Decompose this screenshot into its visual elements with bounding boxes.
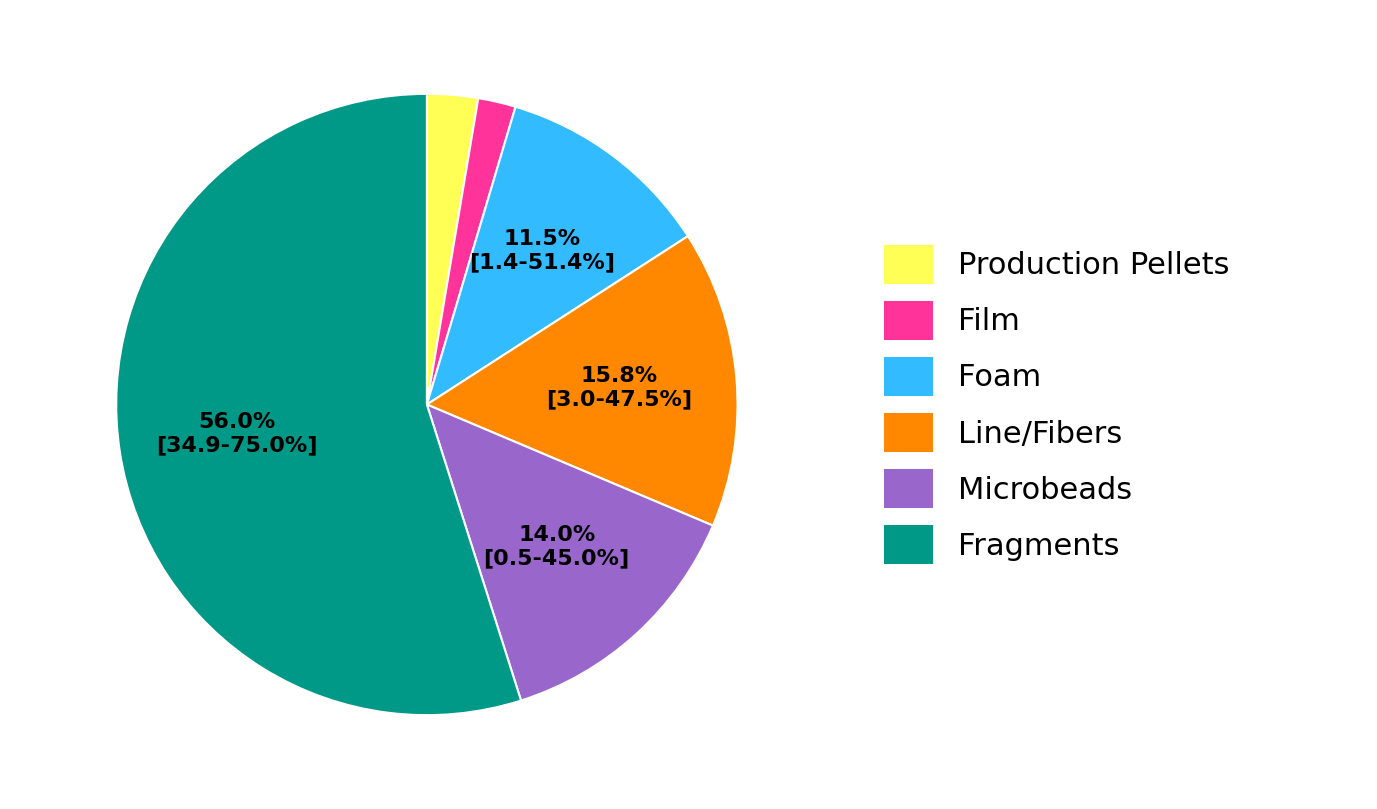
Text: 14.0%
[0.5-45.0%]: 14.0% [0.5-45.0%]: [483, 525, 629, 569]
Wedge shape: [427, 236, 738, 526]
Wedge shape: [427, 98, 515, 404]
Wedge shape: [427, 404, 713, 701]
Wedge shape: [427, 94, 478, 404]
Legend: Production Pellets, Film, Foam, Line/Fibers, Microbeads, Fragments: Production Pellets, Film, Foam, Line/Fib…: [869, 230, 1245, 579]
Text: 11.5%
[1.4-51.4%]: 11.5% [1.4-51.4%]: [470, 229, 616, 272]
Wedge shape: [427, 107, 688, 404]
Text: 15.8%
[3.0-47.5%]: 15.8% [3.0-47.5%]: [545, 366, 691, 409]
Text: 56.0%
[34.9-75.0%]: 56.0% [34.9-75.0%]: [156, 413, 317, 455]
Wedge shape: [116, 94, 521, 715]
